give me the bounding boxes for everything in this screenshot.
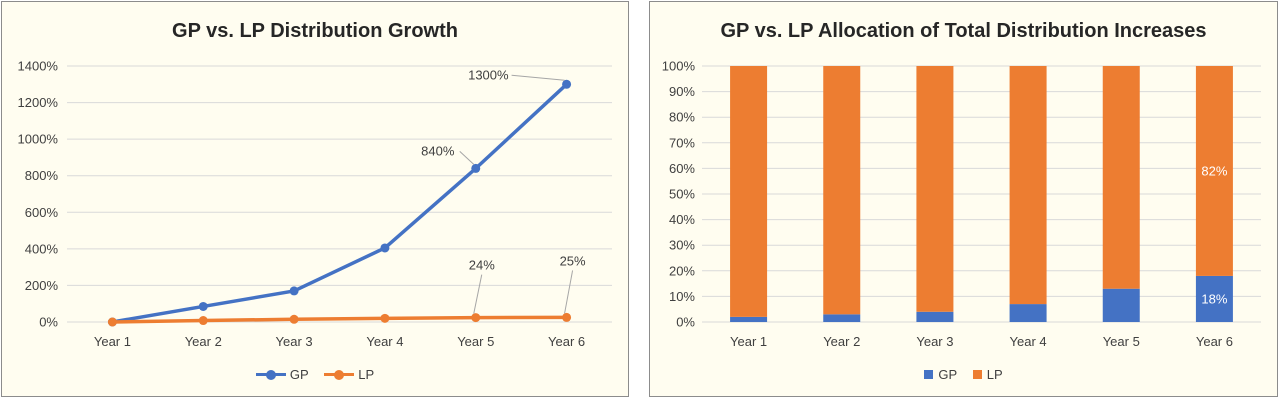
legend-label: GP [938,367,958,382]
legend-item-gp: GP [255,367,309,382]
data-point-gp [380,243,390,253]
x-tick-label: Year 2 [823,334,860,349]
y-tick-label: 30% [669,238,695,253]
legend-item-lp: LP [972,367,1003,382]
bar-segment-lp [823,66,861,315]
y-tick-label: 70% [669,135,695,150]
y-tick-label: 60% [669,161,695,176]
y-tick-label: 90% [669,84,695,99]
y-tick-label: 100% [662,59,696,74]
y-tick-label: 20% [669,263,695,278]
y-tick-label: 1400% [18,59,59,74]
series-line-gp [110,82,569,324]
legend-label: LP [358,367,375,382]
chart-title: GP vs. LP Allocation of Total Distributi… [720,20,1207,42]
legend-item-gp: GP [924,367,957,382]
y-tick-label: 200% [25,278,59,293]
bar-segment-gp [1102,288,1140,322]
data-point-gp [198,301,208,311]
data-point-lp [471,313,481,323]
x-tick-label: Year 3 [276,334,313,349]
chart-title: GP vs. LP Distribution Growth [172,20,458,42]
legend-label: LP [986,367,1003,382]
x-tick-label: Year 2 [185,334,222,349]
line-chart-plot: 0% 200% 400% 600% 800% 1000% 1200% 1400% Year 1 Y… [18,59,612,349]
y-tick-label: 400% [25,241,59,256]
bar-segment-gp [1009,304,1047,322]
x-tick-label: Year 3 [916,334,953,349]
leader-line [564,270,574,314]
leader-line [473,274,483,314]
y-tick-label: 80% [669,110,695,125]
legend-line-marker-icon [255,369,286,380]
leader-line [511,74,565,81]
y-tick-label: 600% [25,205,59,220]
data-point-lp [107,317,117,327]
y-tick-label: 0% [39,315,58,330]
y-tick-label: 0% [676,315,695,330]
bar-segment-lp [1102,66,1140,289]
data-label: 82% [1201,163,1227,178]
legend-square-icon [924,370,934,379]
x-tick-label: Year 1 [94,334,131,349]
y-tick-label: 40% [669,212,695,227]
data-point-lp [380,313,390,323]
bar-segment-lp [1195,66,1233,276]
data-point-gp [471,163,481,173]
x-tick-label: Year 6 [1196,334,1233,349]
data-point-lp [198,316,208,326]
data-point-gp [562,79,572,89]
data-label: 1300% [468,67,509,82]
bar-segment-gp [730,316,768,322]
line-chart-panel: GP vs. LP Distribution Growth 0% 200% 400%… [1,1,629,397]
x-tick-label: Year 5 [457,334,494,349]
y-tick-label: 800% [25,168,59,183]
chart-legend: GP LP [2,364,628,382]
x-tick-label: Year 4 [366,334,403,349]
data-label: 25% [560,253,586,268]
bar-segment-gp [1195,275,1233,322]
bar-segment-lp [730,66,768,317]
bar-chart-plot: 0% 10% 20% 30% 40% 50% 60% 70% 80% 90% 100% Year 1 Y… [662,59,1261,349]
bar-segment-lp [1009,66,1047,305]
legend-square-icon [972,370,982,379]
data-label: 24% [469,258,495,273]
x-tick-label: Year 6 [548,334,585,349]
y-tick-label: 1200% [18,95,59,110]
bar-chart-panel: GP vs. LP Allocation of Total Distributi… [649,1,1278,397]
legend-line-marker-icon [324,369,355,380]
y-tick-label: 50% [669,187,695,202]
leader-line [459,151,475,165]
x-tick-label: Year 5 [1103,334,1140,349]
data-label: 840% [421,143,455,158]
legend-item-lp: LP [324,367,374,382]
bar-segment-gp [916,311,954,322]
bar-segment-gp [823,314,861,322]
data-point-gp [289,286,299,296]
x-tick-label: Year 1 [730,334,767,349]
data-label: 18% [1201,291,1227,306]
legend-label: GP [289,367,309,382]
data-point-lp [289,314,299,324]
x-tick-label: Year 4 [1010,334,1047,349]
data-point-lp [562,312,572,322]
bar-segment-lp [916,66,954,312]
y-tick-label: 10% [669,289,695,304]
y-tick-label: 1000% [18,132,59,147]
series-line-lp [110,315,569,324]
chart-legend: GP LP [650,367,1277,382]
